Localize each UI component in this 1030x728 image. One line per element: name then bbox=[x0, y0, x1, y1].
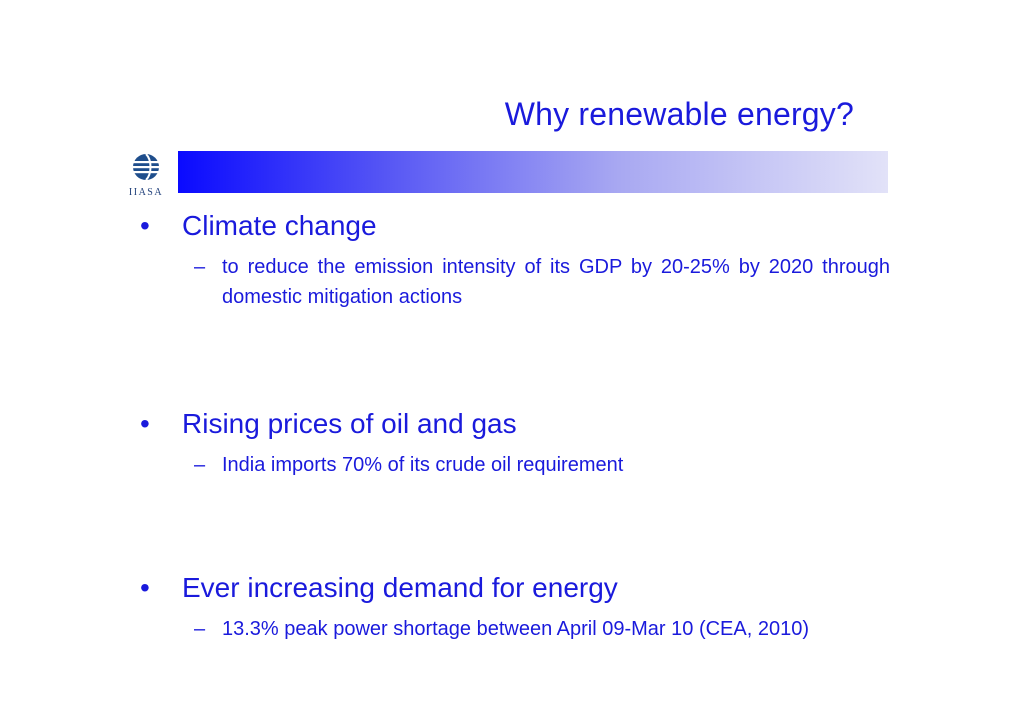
bullet-group-demand: • Ever increasing demand for energy – 13… bbox=[138, 568, 890, 644]
bullet-item: • Climate change bbox=[138, 206, 890, 246]
bullet-item: • Ever increasing demand for energy bbox=[138, 568, 890, 608]
sub-bullet-item: – to reduce the emission intensity of it… bbox=[194, 252, 890, 312]
bullet-item: • Rising prices of oil and gas bbox=[138, 404, 890, 444]
sub-bullet-item: – 13.3% peak power shortage between Apri… bbox=[194, 614, 890, 644]
sub-bullet-text: India imports 70% of its crude oil requi… bbox=[222, 454, 624, 476]
iiasa-logo: IIASA bbox=[122, 150, 178, 200]
bullet-label: Climate change bbox=[182, 210, 377, 241]
title-gradient-band bbox=[178, 151, 888, 193]
bullet-marker: • bbox=[140, 572, 150, 603]
sub-bullet-text: 13.3% peak power shortage between April … bbox=[222, 618, 810, 640]
bullet-label: Rising prices of oil and gas bbox=[182, 408, 517, 439]
sub-bullet-marker: – bbox=[194, 618, 206, 640]
sub-bullet-text: to reduce the emission intensity of its … bbox=[222, 256, 890, 308]
logo-text: IIASA bbox=[129, 187, 163, 198]
bullet-list: • Climate change – to reduce the emissio… bbox=[138, 206, 890, 644]
sub-bullet-item: – India imports 70% of its crude oil req… bbox=[194, 450, 890, 480]
bullet-group-prices: • Rising prices of oil and gas – India i… bbox=[138, 404, 890, 480]
bullet-marker: • bbox=[140, 408, 150, 439]
iiasa-globe-icon: IIASA bbox=[124, 152, 168, 200]
bullet-group-climate: • Climate change – to reduce the emissio… bbox=[138, 206, 890, 312]
sub-bullet-marker: – bbox=[194, 454, 206, 476]
bullet-marker: • bbox=[140, 210, 150, 241]
slide-title: Why renewable energy? bbox=[504, 96, 854, 132]
sub-bullet-marker: – bbox=[194, 256, 206, 278]
bullet-label: Ever increasing demand for energy bbox=[182, 572, 618, 603]
